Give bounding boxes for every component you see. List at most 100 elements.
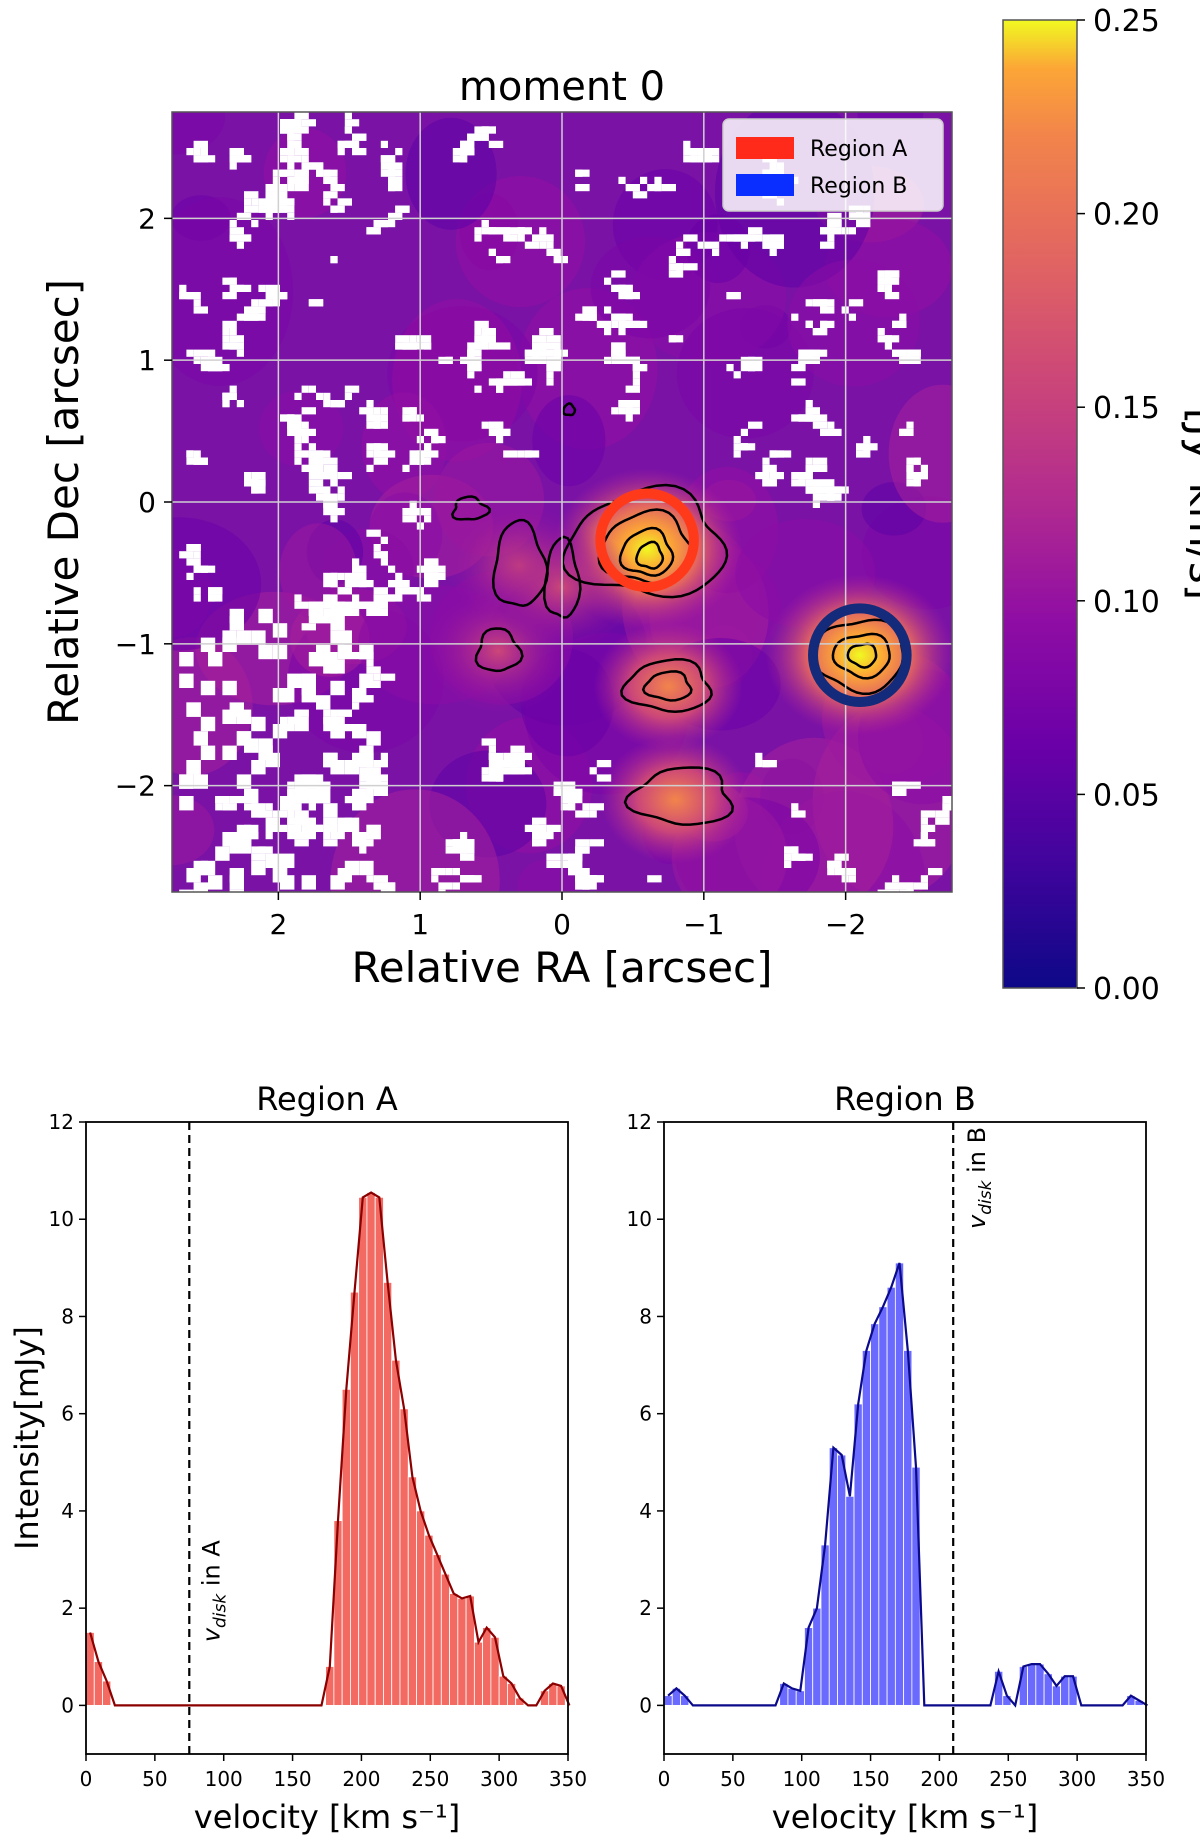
map-ytick-label: 0 [138,486,156,519]
masked-pixel [575,184,590,192]
masked-pixel [640,176,648,184]
masked-pixel [330,680,345,696]
spectrum-line [89,1191,571,1707]
map-texture-patch [676,307,814,439]
masked-pixel [222,292,237,300]
masked-pixel [683,148,698,156]
masked-pixel [280,198,295,206]
spectrum-bar [804,1627,814,1706]
masked-pixel [589,810,597,818]
masked-pixel [229,234,237,242]
masked-pixel [589,767,597,775]
masked-pixel [251,486,259,494]
masked-pixel [395,342,403,350]
masked-pixel [323,198,331,206]
masked-pixel [748,227,763,235]
masked-pixel [762,241,777,249]
masked-pixel [373,407,381,415]
masked-pixel [323,500,338,508]
masked-pixel [352,688,367,703]
masked-pixel [244,738,259,753]
spectrum-xtick-label: 300 [1058,1767,1096,1791]
masked-pixel [366,788,374,796]
contour-south-inner [641,670,693,702]
masked-pixel [258,198,273,206]
masked-pixel [359,745,374,760]
spectrum-frame [663,1121,1147,1755]
masked-pixel [532,824,547,832]
masked-pixel [380,414,388,422]
masked-pixel [344,126,352,134]
masked-pixel [323,176,338,184]
masked-pixel [323,472,338,480]
masked-pixel [344,796,352,804]
masked-pixel [820,493,835,501]
masked-pixel [596,320,604,328]
masked-pixel [287,824,295,832]
masked-pixel [503,234,518,242]
masked-pixel [553,788,568,796]
masked-pixel [517,450,525,458]
spectrum-ytick-label: 6 [639,1402,652,1426]
masked-pixel [287,140,302,148]
masked-pixel [899,897,913,904]
masked-pixel [834,868,849,876]
spectrum-panel-region-b: vdisk in B 0 50 100 150 200 250 300 350 0 2 4 6 8 10 12… [627,1080,1166,1836]
masked-pixel [582,875,597,883]
masked-pixel [496,378,511,386]
masked-pixel [200,680,216,696]
masked-pixel [481,126,489,134]
masked-pixel [848,313,856,321]
masked-pixel [913,839,928,847]
masked-pixel [920,832,928,840]
masked-pixel [366,443,374,451]
spectrum-bar [779,1683,789,1706]
masked-pixel [805,464,813,472]
masked-pixel [488,248,496,256]
masked-pixel [416,335,432,343]
spectrum-bar [366,1192,376,1706]
masked-pixel [632,364,648,372]
masked-pixel [186,148,194,156]
spectrum-bar [1018,1666,1028,1706]
masked-pixel [481,421,489,429]
masked-pixel [179,551,194,559]
masked-pixel [524,450,532,458]
masked-pixel [812,493,820,501]
masked-pixel [488,227,496,235]
masked-pixel [244,824,259,832]
masked-pixel [589,839,604,847]
masked-pixel [460,839,475,847]
masked-pixel [524,241,540,249]
masked-pixel [632,184,640,192]
masked-pixel [899,428,907,436]
masked-pixel [186,760,201,775]
spectrum-xlabel: velocity [km s⁻¹] [194,1798,460,1836]
masked-pixel [769,479,777,487]
masked-pixel [251,198,259,206]
masked-pixel [532,817,547,825]
masked-pixel [683,234,698,242]
masked-pixel [222,803,237,811]
masked-pixel [323,716,338,732]
map-ylabel: Relative Dec [arcsec] [39,279,88,725]
masked-pixel [647,184,662,192]
masked-pixel [856,212,871,220]
masked-pixel [193,349,208,357]
masked-pixel [280,205,295,213]
masked-pixel [668,270,676,278]
masked-pixel [200,148,208,156]
masked-pixel [330,256,338,264]
masked-pixel [280,169,295,177]
spectrum-ytick-label: 12 [627,1110,652,1134]
masked-pixel [611,313,619,321]
masked-pixel [769,472,784,480]
masked-pixel [229,155,244,163]
spectrum-bar [440,1573,450,1706]
legend-label-region-a: Region A [810,137,907,162]
masked-pixel [575,169,583,177]
masked-pixel [863,436,871,444]
masked-pixel [632,378,640,386]
masked-pixel [323,392,331,400]
masked-pixel [251,803,266,818]
